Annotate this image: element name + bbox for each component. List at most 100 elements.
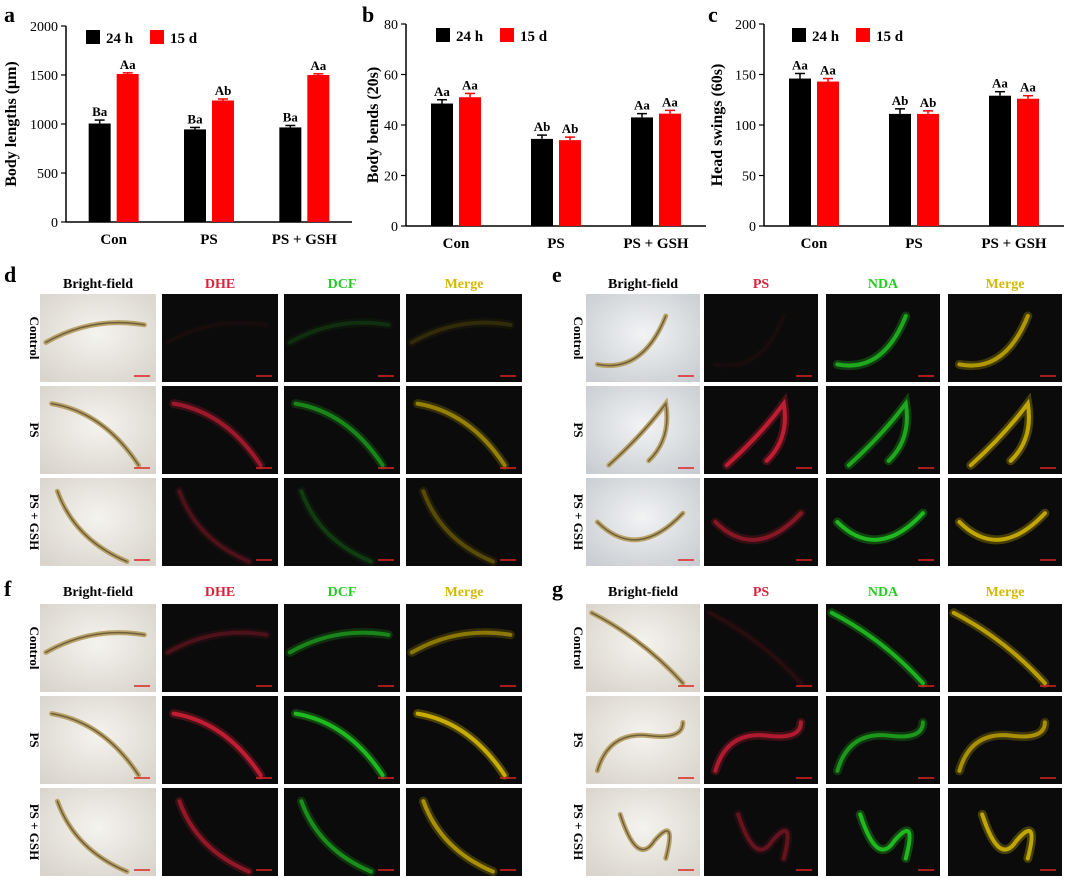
row-label: Control: [27, 316, 42, 359]
legend-label-15d: 15 d: [170, 31, 198, 47]
worm-fluorescence: [957, 314, 1030, 368]
category-label: PS: [547, 236, 565, 252]
bar: [116, 74, 139, 223]
significance-label: Aa: [820, 63, 836, 78]
significance-label: Aa: [1020, 80, 1036, 95]
row-label: PS: [571, 422, 586, 437]
bar: [459, 97, 481, 226]
significance-label: Ba: [92, 104, 108, 119]
bar: [631, 117, 653, 226]
micrograph-image: [948, 478, 1062, 566]
panel-label-f: f: [4, 576, 12, 601]
category-label: PS: [905, 236, 923, 252]
chart-body-bends: 0 20 40 60 80 Body bends (20s) Aa Aa Con Ab Ab PS Aa…: [365, 18, 706, 252]
legend-swatch-24h: [792, 28, 806, 42]
y-tick-label: 500: [37, 167, 58, 182]
bar: [917, 113, 939, 226]
worm-outline: [56, 490, 128, 563]
row-label: Control: [571, 626, 586, 669]
column-header: Bright-field: [608, 585, 678, 600]
worm-fluorescence: [177, 489, 251, 564]
column-header: Merge: [445, 585, 484, 600]
y-tick-label: 1000: [30, 118, 58, 133]
significance-label: Ba: [187, 111, 203, 126]
category-label: Con: [801, 236, 828, 252]
significance-label: Aa: [462, 77, 478, 92]
significance-label: Ab: [534, 119, 551, 134]
micrograph-image: [284, 478, 400, 566]
worm-fluorescence: [713, 720, 803, 773]
worm-fluorescence: [293, 401, 385, 468]
bar: [279, 127, 302, 222]
worm-fluorescence: [293, 711, 385, 778]
y-tick-label: 0: [749, 220, 756, 235]
micrograph-panel-d: Bright-field DHE DCF Merge Control PS PS + GSH: [27, 277, 522, 567]
micrograph-image: [586, 696, 700, 784]
column-header: NDA: [868, 585, 899, 600]
y-tick-label: 0: [391, 220, 398, 235]
row-label: PS: [27, 422, 42, 437]
worm-fluorescence: [957, 511, 1047, 542]
micrograph-image: [406, 604, 522, 692]
panel-label-g: g: [552, 576, 563, 601]
worm-fluorescence: [409, 630, 513, 655]
significance-label: Aa: [634, 98, 650, 113]
micrograph-image: [586, 478, 700, 566]
y-tick-label: 200: [735, 18, 756, 33]
bar: [431, 103, 453, 226]
row-label: PS + GSH: [571, 494, 586, 551]
bar: [789, 78, 811, 226]
micrograph-image: [948, 696, 1062, 784]
panel-label-d: d: [4, 262, 16, 287]
y-tick-label: 100: [735, 119, 756, 134]
micrograph-panel-f: Bright-field DHE DCF Merge Control PS PS + GSH: [27, 585, 522, 877]
column-header: Bright-field: [608, 277, 678, 292]
worm-fluorescence: [415, 401, 507, 468]
category-label: Con: [443, 236, 470, 252]
micrograph-image: [406, 478, 522, 566]
micrograph-image: [826, 788, 940, 876]
column-header: Merge: [986, 585, 1025, 600]
micrograph-panel-e: Bright-field PS NDA Merge Control PS PS + GSH: [571, 277, 1062, 566]
y-axis-label: Body lengths (μm): [3, 61, 20, 187]
worm-fluorescence: [713, 314, 786, 368]
worm-fluorescence: [171, 401, 263, 468]
micrograph-image: [406, 294, 522, 382]
legend-swatch-15d: [150, 30, 164, 44]
worm-fluorescence: [409, 320, 513, 345]
bar: [1017, 98, 1039, 226]
worm-fluorescence: [707, 610, 803, 686]
worm-fluorescence: [299, 799, 373, 874]
significance-label: Ab: [892, 93, 909, 108]
bar: [184, 129, 206, 222]
micrograph-image: [586, 788, 700, 876]
micrograph-image: [704, 788, 818, 876]
column-header: Bright-field: [63, 585, 133, 600]
legend-label-24h: 24 h: [106, 31, 134, 47]
column-header: NDA: [868, 277, 899, 292]
y-tick-label: 1500: [30, 69, 58, 84]
bar: [212, 100, 234, 222]
significance-label: Ab: [215, 83, 232, 98]
micrograph-image: [704, 696, 818, 784]
worm-fluorescence: [287, 320, 391, 345]
micrograph-panel-g: Bright-field PS NDA Merge Control PS PS + GSH: [571, 585, 1062, 876]
micrograph-image: [162, 294, 278, 382]
y-tick-label: 20: [384, 170, 398, 185]
bar: [889, 113, 911, 226]
significance-label: Ba: [283, 109, 299, 124]
significance-label: Aa: [120, 57, 136, 72]
row-label: PS: [571, 732, 586, 747]
worm-fluorescence: [968, 398, 1031, 468]
panel-label-a: a: [4, 2, 15, 27]
worm-glow: [418, 486, 498, 567]
worm-fluorescence: [736, 812, 790, 861]
panel-label-e: e: [552, 262, 562, 287]
y-tick-label: 50: [742, 170, 756, 185]
worm-fluorescence: [415, 711, 507, 778]
worm-outline: [50, 402, 140, 466]
micrograph-image: [948, 788, 1062, 876]
legend-label-15d: 15 d: [876, 29, 904, 45]
micrograph-image: [162, 478, 278, 566]
column-header: DCF: [328, 277, 357, 292]
